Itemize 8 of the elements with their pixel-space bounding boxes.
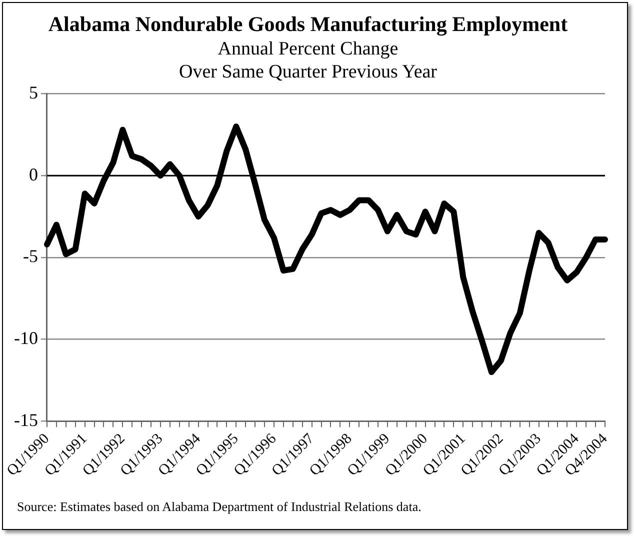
chart-subtitle: Annual Percent Change Over Same Quarter Previous Year [178,38,438,82]
y-tick-label: -15 [14,410,38,430]
y-tick-label: 5 [28,82,38,103]
y-tick-label: -10 [14,328,38,348]
chart-title: Alabama Nondurable Goods Manufacturing Employment [48,12,568,36]
source-note: Source: Estimates based on Alabama Department of Industrial Relations data. [17,499,422,515]
y-tick-label: -5 [22,246,38,266]
y-tick-label: 0 [28,164,38,184]
